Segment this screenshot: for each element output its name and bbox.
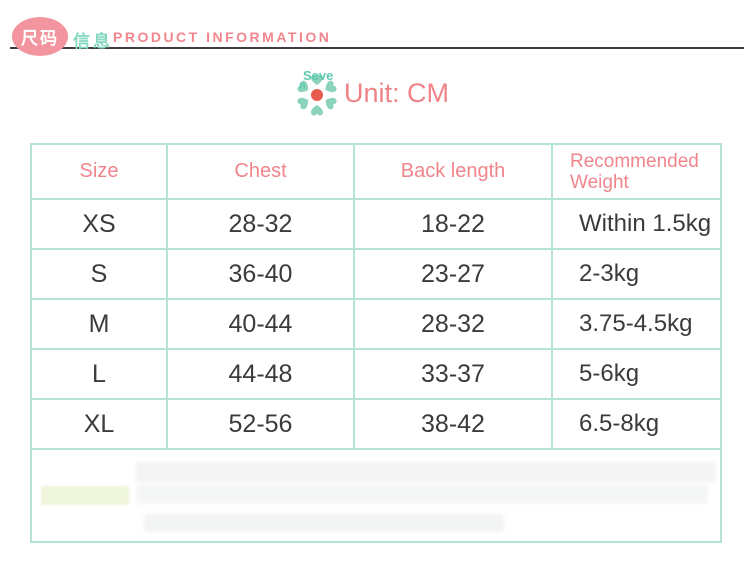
table-row-s: S 36-40 23-27 2-3kg xyxy=(30,248,722,300)
note-text-smudge xyxy=(136,462,716,482)
cell-size: XS xyxy=(30,198,168,250)
cell-size: S xyxy=(30,248,168,300)
cell-weight: 3.75-4.5kg xyxy=(551,298,722,350)
flower-watermark-text: Seve xyxy=(303,68,334,83)
cell-size: XL xyxy=(30,398,168,450)
size-badge-label: 尺码 xyxy=(21,29,59,48)
col-header-weight: Recommended Weight xyxy=(551,143,722,200)
cell-weight: 6.5-8kg xyxy=(551,398,722,450)
cell-size: L xyxy=(30,348,168,400)
note-label-smudge xyxy=(41,486,129,505)
unit-label: Unit: CM xyxy=(344,78,450,108)
col-header-chest: Chest xyxy=(166,143,355,200)
flower-watermark-text-2: n xyxy=(299,80,306,92)
cell-chest: 52-56 xyxy=(166,398,355,450)
cell-chest: 44-48 xyxy=(166,348,355,400)
flower-icon xyxy=(297,74,337,116)
cell-back-length: 33-37 xyxy=(353,348,553,400)
size-badge: 尺码 xyxy=(12,17,68,56)
cell-weight: 5-6kg xyxy=(551,348,722,400)
col-header-size: Size xyxy=(30,143,168,200)
cell-size: M xyxy=(30,298,168,350)
header-divider-line xyxy=(10,47,744,49)
size-table: Size Chest Back length Recommended Weigh… xyxy=(30,143,722,543)
cell-chest: 40-44 xyxy=(166,298,355,350)
table-row-l: L 44-48 33-37 5-6kg xyxy=(30,348,722,400)
cell-back-length: 28-32 xyxy=(353,298,553,350)
table-row-xs: XS 28-32 18-22 Within 1.5kg xyxy=(30,198,722,250)
page-title: PRODUCT INFORMATION xyxy=(113,29,332,45)
note-text-smudge xyxy=(144,514,504,532)
cell-chest: 36-40 xyxy=(166,248,355,300)
cell-back-length: 23-27 xyxy=(353,248,553,300)
note-text-smudge xyxy=(136,484,708,504)
table-header-row: Size Chest Back length Recommended Weigh… xyxy=(30,143,722,200)
flower-center-dot xyxy=(311,89,323,101)
cell-weight: 2-3kg xyxy=(551,248,722,300)
col-header-back-length: Back length xyxy=(353,143,553,200)
cell-back-length: 18-22 xyxy=(353,198,553,250)
table-note-row xyxy=(30,448,722,543)
table-row-m: M 40-44 28-32 3.75-4.5kg xyxy=(30,298,722,350)
note-cell xyxy=(30,448,722,543)
table-row-xl: XL 52-56 38-42 6.5-8kg xyxy=(30,398,722,450)
badge-suffix-label: 信息 xyxy=(73,32,113,51)
cell-chest: 28-32 xyxy=(166,198,355,250)
cell-back-length: 38-42 xyxy=(353,398,553,450)
cell-weight: Within 1.5kg xyxy=(551,198,722,250)
